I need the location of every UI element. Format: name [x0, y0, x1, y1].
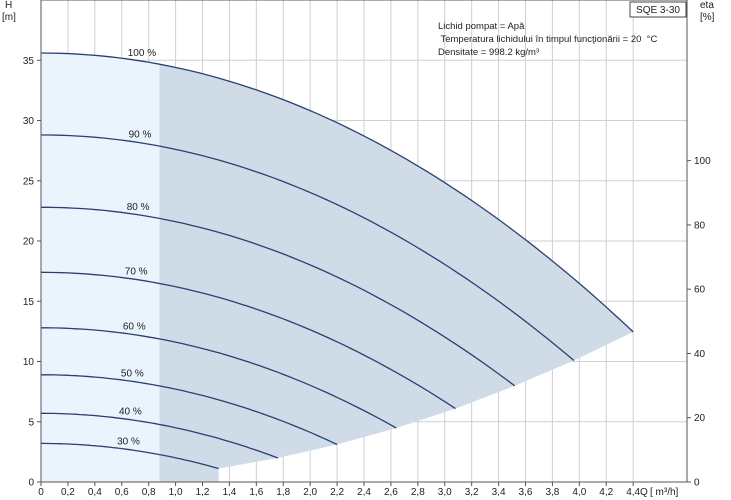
x-axis-ticks: 0 0,2 0,4 0,6 0,8 1,0 1,2 1,4 1,6 1,8 2,0 2,2 2,4 2,6…	[38, 482, 641, 498]
pump-curves	[40, 52, 634, 470]
y-tick-label: 35	[23, 56, 35, 67]
y-axis-ticks: 0 5 10 15 20 25 30 35	[23, 56, 41, 489]
x-tick-label: 4,2	[599, 487, 613, 498]
x-tick-label: 2,8	[411, 487, 425, 498]
curve-label: 80 %	[127, 202, 150, 213]
y-tick-label: 25	[23, 176, 35, 187]
x-tick-label: 0,6	[115, 487, 129, 498]
y2-axis-ticks: 0 20 40 60 80 100	[687, 156, 711, 489]
x-tick-label: 3,6	[519, 487, 533, 498]
curve-label: 50 %	[121, 368, 144, 379]
x-tick-label: 4,0	[572, 487, 586, 498]
y2-tick-label: 40	[694, 349, 706, 360]
x-tick-label: 2,0	[303, 487, 317, 498]
operating-regions	[41, 53, 634, 482]
y-tick-label: 0	[28, 478, 34, 489]
y-right-label-line1: eta	[700, 0, 714, 11]
x-tick-label: 2,2	[330, 487, 344, 498]
y2-tick-label: 0	[694, 478, 700, 489]
x-tick-label: 3,2	[465, 487, 479, 498]
curve-label: 90 %	[129, 130, 152, 141]
x-tick-label: 1,8	[276, 487, 290, 498]
x-axis-unit: [ m³/h]	[650, 487, 679, 498]
pump-curve-40pct	[41, 412, 279, 459]
x-tick-label: 1,2	[196, 487, 210, 498]
pump-curve-80pct	[41, 206, 516, 387]
y2-tick-label: 100	[694, 156, 711, 167]
y-left-label-line2: [m]	[2, 12, 16, 23]
x-tick-label: 0,8	[142, 487, 156, 498]
curve-label: 30 %	[117, 437, 140, 448]
y2-tick-label: 20	[694, 413, 706, 424]
curve-label: 40 %	[119, 407, 142, 418]
x-tick-label: 3,8	[545, 487, 559, 498]
pump-curve-50pct	[41, 374, 338, 446]
y2-tick-label: 80	[694, 220, 706, 231]
pump-curve-70pct	[40, 271, 456, 410]
y-tick-label: 15	[23, 297, 35, 308]
y2-tick-label: 60	[694, 285, 706, 296]
operating-region-light	[41, 53, 160, 482]
pump-curve-90pct	[41, 134, 575, 361]
curve-label: 100 %	[128, 48, 156, 59]
info-line-density: Densitate = 998.2 kg/m³	[438, 47, 539, 58]
y-tick-label: 10	[23, 357, 35, 368]
x-tick-label: 3,4	[492, 487, 506, 498]
model-label: SQE 3-30	[636, 5, 680, 16]
x-axis-label: Q	[640, 487, 648, 498]
operating-region-dark	[159, 64, 634, 482]
y-tick-label: 20	[23, 237, 35, 248]
pump-curve-60pct	[41, 327, 397, 429]
model-label-box	[629, 1, 687, 18]
x-tick-label: 0	[38, 487, 44, 498]
curve-labels: 30 % 40 % 50 % 60 % 70 % 80 % 90 % 100 %	[117, 48, 156, 447]
pump-curve-30pct	[41, 442, 219, 470]
y-left-label-line1: H	[5, 0, 12, 11]
x-tick-label: 0,4	[88, 487, 102, 498]
info-line-fluid: Lichid pompat = Apă	[438, 21, 525, 32]
y-tick-label: 30	[23, 116, 35, 127]
x-tick-label: 2,6	[384, 487, 398, 498]
pump-curve-100pct	[40, 52, 634, 333]
y-right-label-line2: [%]	[700, 12, 715, 23]
info-line-temperature: Temperatura lichidului în timpul funcţio…	[438, 34, 657, 45]
x-tick-label: 1,4	[222, 487, 236, 498]
x-tick-label: 1,0	[169, 487, 183, 498]
x-tick-label: 4,4	[626, 487, 640, 498]
x-tick-label: 2,4	[357, 487, 371, 498]
curve-label: 70 %	[125, 267, 148, 278]
y-tick-label: 5	[28, 417, 34, 428]
x-tick-label: 1,6	[249, 487, 263, 498]
curve-label: 60 %	[123, 322, 146, 333]
x-tick-label: 0,2	[61, 487, 75, 498]
x-tick-label: 3,0	[438, 487, 452, 498]
